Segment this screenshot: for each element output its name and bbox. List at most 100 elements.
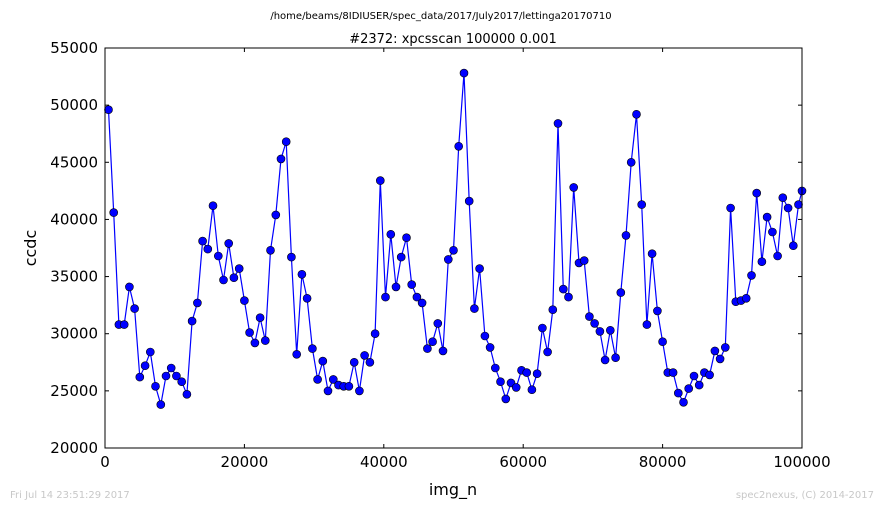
data-point [757,257,767,267]
data-point [166,363,176,373]
data-point [647,249,657,258]
data-point [454,142,464,151]
data-point [501,394,511,404]
data-point [328,375,338,384]
data-point [104,105,113,114]
data-point [417,298,427,308]
data-point [281,137,291,146]
series-markers [104,68,807,409]
data-point [208,201,218,210]
data-point [741,293,751,303]
data-point [156,400,166,409]
data-point [710,346,720,356]
data-point [396,252,406,262]
data-point [679,397,688,407]
data-point [198,236,207,246]
data-point [355,386,364,396]
data-point [292,349,302,359]
data-point [297,269,307,279]
data-point [538,323,547,333]
x-tick-label: 0 [100,453,110,471]
data-point [193,298,202,308]
x-tick-label: 80000 [639,453,687,471]
data-point [428,337,437,347]
plot-area [104,68,807,409]
data-point [125,282,134,292]
data-point [762,212,772,222]
data-point [172,371,181,381]
data-point [459,68,469,78]
plot-frame [104,47,803,449]
x-tick-label: 100000 [773,453,830,471]
data-point [287,252,296,262]
data-point [532,369,542,379]
data-point [276,154,286,164]
y-tick-label: 30000 [50,325,98,343]
y-tick-label: 20000 [50,439,98,457]
x-axis-label: img_n [429,480,477,500]
data-point [412,292,422,302]
data-point [323,386,333,396]
data-point [496,377,505,387]
data-point [773,251,782,261]
series-line [107,73,803,405]
data-point [527,385,537,395]
data-point [621,231,631,240]
footer-credit: spec2nexus, (C) 2014-2017 [736,490,874,501]
data-point [135,372,145,382]
data-point [605,325,615,335]
data-point [119,320,129,329]
data-point [381,292,390,302]
y-tick-label: 55000 [50,39,98,57]
data-point [752,188,762,198]
x-tick-label: 20000 [221,453,269,471]
chart-title: #2372: xpcsscan 100000 0.001 [349,32,557,47]
data-point [632,110,641,119]
data-point [255,313,265,323]
data-point [391,282,401,292]
data-point [365,357,375,367]
data-point [653,306,662,316]
data-point [689,371,699,381]
data-point [470,304,479,313]
data-point [590,319,599,328]
y-tick-label: 45000 [50,153,98,171]
y-tick-label: 40000 [50,210,98,228]
data-point [271,210,281,220]
data-point [626,158,636,167]
data-point [595,327,605,336]
data-point [375,176,385,185]
data-point [423,344,432,353]
data-point [564,292,573,302]
data-point [402,233,411,242]
data-point [203,244,213,254]
data-point [616,288,626,297]
data-point [219,275,228,285]
data-point [349,357,359,367]
data-point [240,296,249,305]
data-point [705,370,714,380]
data-point [788,241,798,250]
data-point [407,280,417,289]
data-point [548,305,558,315]
data-point [224,239,233,248]
data-point [308,344,317,353]
data-point [794,200,803,209]
data-point [250,338,260,348]
data-point [720,343,730,352]
data-point [433,319,443,328]
data-point [600,355,610,365]
data-point [673,388,683,398]
data-point [475,264,484,273]
data-point [109,208,118,217]
data-point [313,375,322,384]
data-point [726,203,735,213]
data-point [747,271,756,280]
data-point [214,251,223,261]
data-point [637,200,647,209]
data-point [611,353,620,363]
data-point [480,331,490,341]
figure-suptitle: /home/beams/8IDIUSER/spec_data/2017/July… [270,11,611,22]
data-point [464,196,474,206]
data-point [668,368,678,377]
